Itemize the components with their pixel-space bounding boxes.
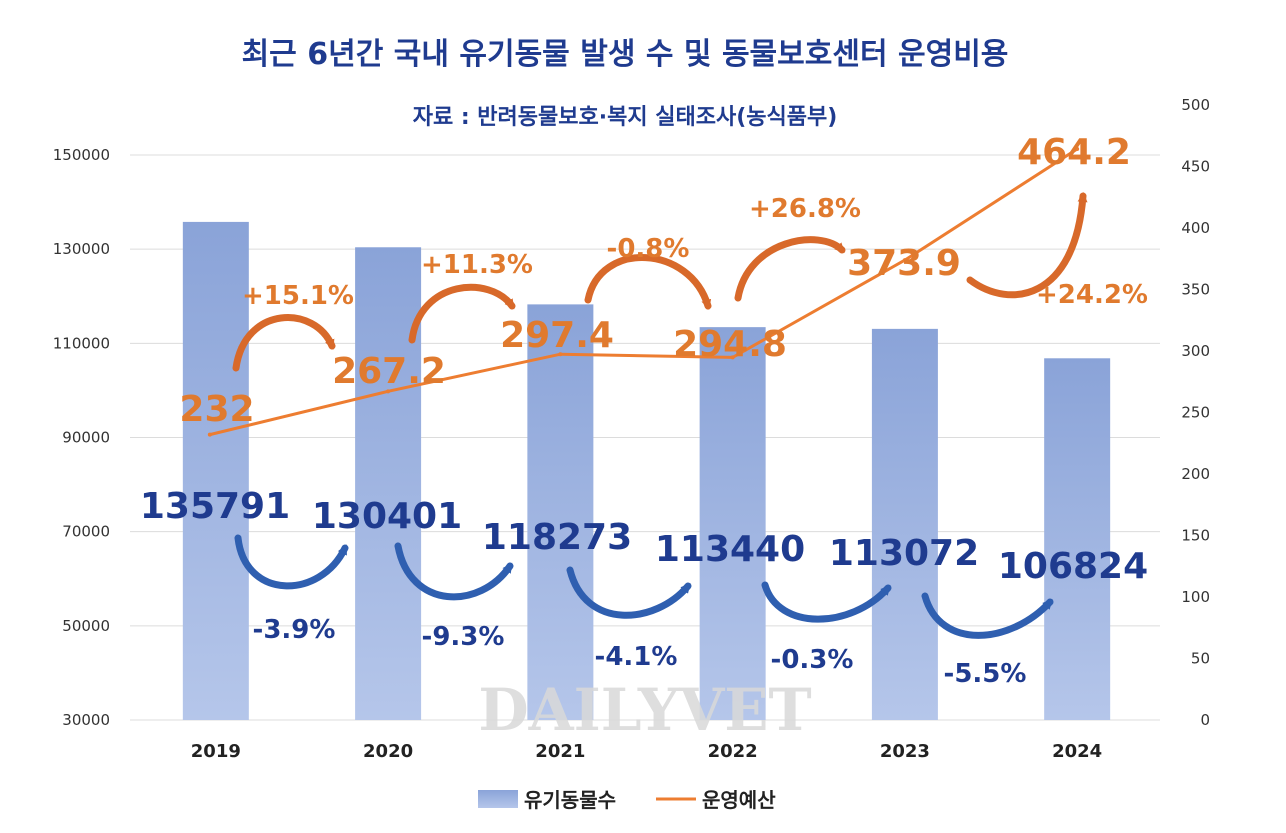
budget-change-label: -0.8% — [607, 234, 690, 264]
left-tick-label: 50000 — [62, 617, 110, 635]
right-tick-label: 50 — [1191, 650, 1210, 668]
budget-change-label: +24.2% — [1036, 280, 1148, 310]
bar — [699, 327, 766, 720]
x-tick-label: 2019 — [191, 741, 241, 762]
right-tick-label: 400 — [1181, 219, 1210, 237]
gridlines — [130, 154, 1160, 721]
budget-label: 373.9 — [847, 243, 961, 284]
count-change-label: -5.5% — [944, 659, 1027, 689]
right-tick-label: 450 — [1181, 158, 1210, 176]
bar — [355, 247, 422, 720]
left-tick-label: 130000 — [53, 240, 110, 258]
right-tick-label: 100 — [1181, 588, 1210, 606]
budget-change-arrow — [966, 192, 1088, 299]
budget-change-arrow — [584, 254, 712, 310]
left-tick-label: 90000 — [62, 429, 110, 447]
right-tick-label: 300 — [1181, 342, 1210, 360]
line-point — [1075, 147, 1080, 152]
left-tick-label: 150000 — [53, 146, 110, 164]
budget-label: 232 — [179, 389, 254, 430]
count-label: 113440 — [655, 529, 805, 570]
x-tick-label: 2022 — [708, 741, 758, 762]
line-series — [207, 147, 1080, 437]
budget-change-label: +26.8% — [749, 194, 861, 224]
count-label: 113072 — [829, 533, 979, 574]
count-change-label: -4.1% — [595, 642, 678, 672]
line-path — [209, 147, 1078, 437]
budget-label: 294.8 — [673, 324, 787, 365]
count-change-label: -9.3% — [422, 622, 505, 652]
legend-label-bars: 유기동물수 — [524, 788, 616, 812]
count-change-arrow — [394, 542, 514, 601]
budget-change-arrow — [232, 314, 336, 372]
bar — [871, 328, 938, 720]
budget-change-label: +15.1% — [242, 281, 354, 311]
count-change-arrow — [921, 592, 1054, 639]
x-tick-label: 2023 — [880, 741, 930, 762]
data-labels: 135791 130401 118273 113440 113072 106824 232 2… — [140, 132, 1148, 689]
line-point — [902, 258, 907, 263]
left-tick-label: 110000 — [53, 334, 110, 352]
chart-title: 최근 6년간 국내 유기동물 발생 수 및 동물보호센터 운영비용 — [242, 37, 1009, 72]
count-label: 118273 — [482, 517, 632, 558]
bar-series — [182, 221, 1111, 721]
x-tick-label: 2020 — [363, 741, 413, 762]
bar — [1044, 358, 1111, 720]
left-tick-label: 70000 — [62, 523, 110, 541]
line-point — [386, 389, 391, 394]
right-tick-label: 350 — [1181, 281, 1210, 299]
left-axis: 150000 130000 110000 90000 70000 50000 30000 — [53, 146, 110, 729]
budget-label: 297.4 — [500, 315, 614, 356]
legend-label-line: 운영예산 — [702, 788, 776, 812]
left-tick-label: 30000 — [62, 711, 110, 729]
budget-change-arrow — [734, 236, 846, 302]
count-change-arrow — [761, 581, 892, 623]
watermark: DAILYVET — [478, 676, 811, 744]
right-tick-label: 0 — [1200, 711, 1210, 729]
right-tick-label: 500 — [1181, 96, 1210, 114]
count-label: 130401 — [312, 496, 462, 537]
bar — [182, 221, 249, 721]
budget-change-label: +11.3% — [421, 250, 533, 280]
count-change-arrow — [566, 566, 692, 619]
budget-label: 267.2 — [332, 351, 446, 392]
budget-label: 464.2 — [1017, 132, 1131, 173]
line-point — [207, 432, 212, 437]
count-change-arrow — [234, 534, 349, 590]
right-tick-label: 250 — [1181, 404, 1210, 422]
legend-swatch-bars — [478, 790, 518, 808]
budget-change-arrow — [408, 283, 516, 344]
change-arrows — [232, 192, 1088, 639]
right-tick-label: 150 — [1181, 527, 1210, 545]
line-point — [558, 352, 563, 357]
chart-subtitle: 자료 : 반려동물보호·복지 실태조사(농식품부) — [413, 105, 838, 130]
x-axis: 2019 2020 2021 2022 2023 2024 — [191, 741, 1102, 762]
count-label: 106824 — [998, 546, 1148, 587]
line-point — [730, 355, 735, 360]
count-change-label: -0.3% — [771, 645, 854, 675]
bar — [527, 304, 594, 720]
count-change-label: -3.9% — [253, 615, 336, 645]
x-tick-label: 2024 — [1052, 741, 1102, 762]
count-label: 135791 — [140, 486, 290, 527]
x-tick-label: 2021 — [535, 741, 585, 762]
legend: 유기동물수 운영예산 — [478, 788, 776, 812]
right-tick-label: 200 — [1181, 465, 1210, 483]
